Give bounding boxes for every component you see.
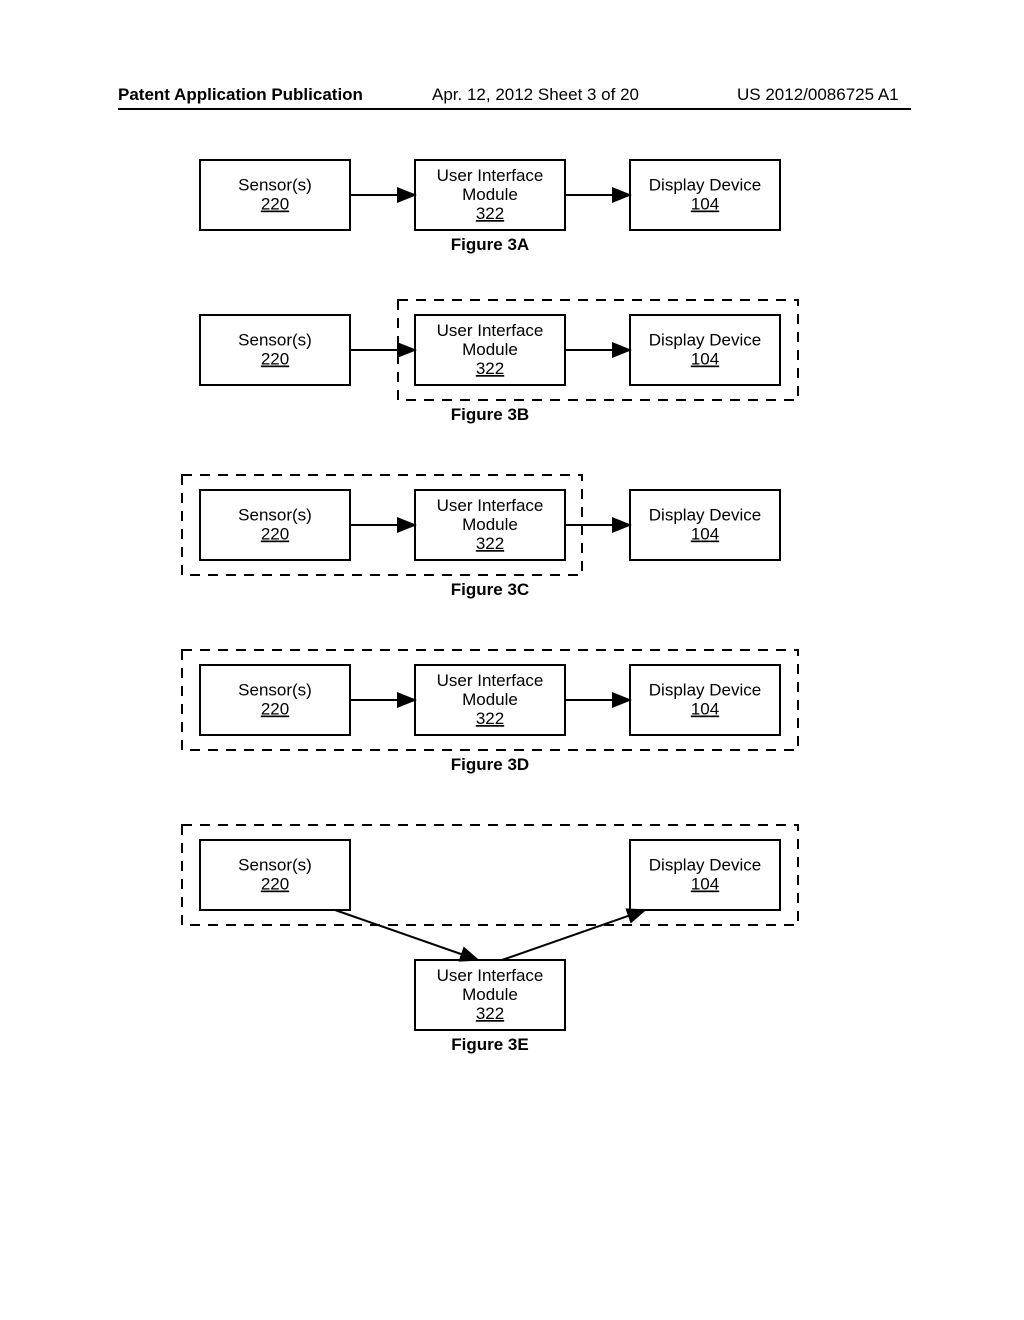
header-pub-number: US 2012/0086725 A1 (737, 85, 899, 105)
figure-3D: Sensor(s)220 User InterfaceModule322 Displ… (182, 650, 798, 774)
arrow-0 (335, 910, 478, 960)
header-publication: Patent Application Publication (118, 85, 363, 105)
figure-caption-3B: Figure 3B (451, 405, 529, 424)
box-sensor-label: Sensor(s) (238, 856, 312, 875)
figure-3A: Sensor(s)220 User InterfaceModule322 Displ… (200, 160, 780, 254)
box-display-label: Display Device (649, 506, 761, 525)
box-display-label: Display Device (649, 331, 761, 350)
box-sensor-label: Sensor(s) (238, 506, 312, 525)
box-uim-ref: 322 (476, 1004, 504, 1023)
box-uim-label: Module (462, 515, 518, 534)
box-uim-label: Module (462, 690, 518, 709)
box-sensor-ref: 220 (261, 350, 289, 369)
figure-3C: Sensor(s)220 User InterfaceModule322 Displ… (182, 475, 780, 599)
box-uim-ref: 322 (476, 204, 504, 223)
header-date-sheet: Apr. 12, 2012 Sheet 3 of 20 (432, 85, 639, 105)
box-uim-label: Module (462, 985, 518, 1004)
figure-caption-3C: Figure 3C (451, 580, 529, 599)
box-display-label: Display Device (649, 176, 761, 195)
box-display-ref: 104 (691, 700, 719, 719)
box-display-label: Display Device (649, 681, 761, 700)
figure-3E: Sensor(s)220 Display Device104 User Interf… (182, 825, 798, 1054)
box-uim-ref: 322 (476, 709, 504, 728)
box-sensor-ref: 220 (261, 700, 289, 719)
figure-caption-3A: Figure 3A (451, 235, 529, 254)
box-sensor-label: Sensor(s) (238, 331, 312, 350)
figure-3B: Sensor(s)220 User InterfaceModule322 Displ… (200, 300, 798, 424)
box-sensor-ref: 220 (261, 525, 289, 544)
header-divider (118, 108, 911, 110)
box-uim-label: User Interface (437, 671, 544, 690)
figure-caption-3D: Figure 3D (451, 755, 529, 774)
box-display-ref: 104 (691, 350, 719, 369)
box-display-label: Display Device (649, 856, 761, 875)
box-uim-label: User Interface (437, 321, 544, 340)
box-sensor-ref: 220 (261, 875, 289, 894)
box-display-ref: 104 (691, 195, 719, 214)
box-sensor-label: Sensor(s) (238, 681, 312, 700)
page: Patent Application Publication Apr. 12, … (0, 0, 1024, 1320)
box-uim-label: Module (462, 185, 518, 204)
diagram-svg: Sensor(s)220User InterfaceModule322Displ… (0, 140, 1024, 1320)
box-uim-label: User Interface (437, 966, 544, 985)
box-sensor-ref: 220 (261, 195, 289, 214)
box-display-ref: 104 (691, 525, 719, 544)
box-display-ref: 104 (691, 875, 719, 894)
box-uim-ref: 322 (476, 359, 504, 378)
box-uim-label: User Interface (437, 496, 544, 515)
box-uim-ref: 322 (476, 534, 504, 553)
box-sensor-label: Sensor(s) (238, 176, 312, 195)
box-uim-label: User Interface (437, 166, 544, 185)
arrow-1 (502, 910, 645, 960)
figure-caption-3E: Figure 3E (451, 1035, 528, 1054)
box-uim-label: Module (462, 340, 518, 359)
